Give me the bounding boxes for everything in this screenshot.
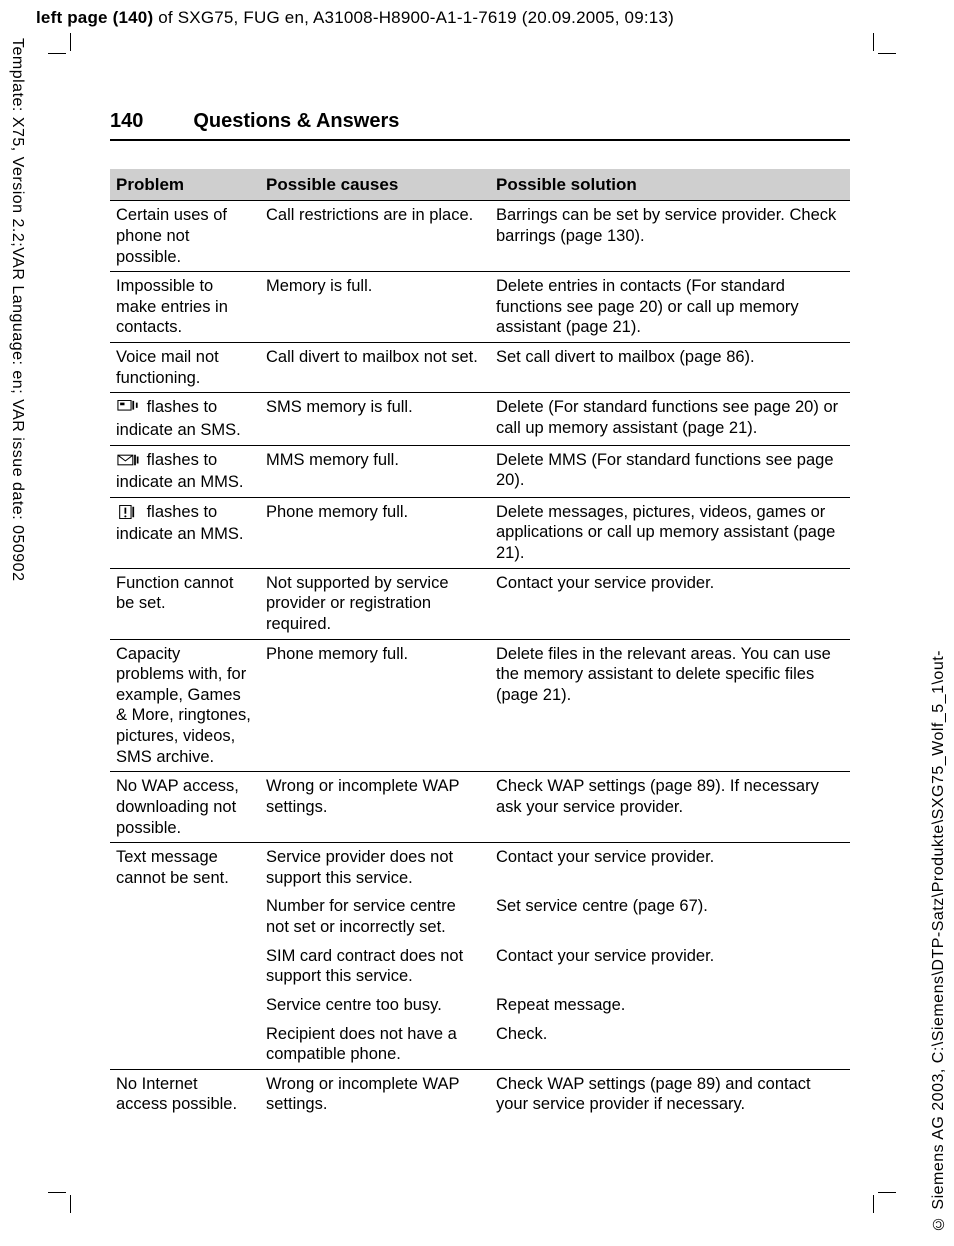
cell-solution: Delete entries in contacts (For standard… <box>490 272 850 343</box>
cell-problem <box>110 1020 260 1070</box>
table-row: flashes to indicate an SMS.SMS memory is… <box>110 393 850 445</box>
problem-text: Voice mail not functioning. <box>116 348 219 387</box>
crop-mark <box>878 53 896 54</box>
cell-problem: Impossible to make entries in contacts. <box>110 272 260 343</box>
table-row: Certain uses of phone not possible. Call … <box>110 201 850 272</box>
crop-mark <box>878 1192 896 1193</box>
cell-problem: Capacity problems with, for example, Gam… <box>110 639 260 772</box>
cell-problem: Certain uses of phone not possible. <box>110 201 260 272</box>
cell-problem: flashes to indicate an SMS. <box>110 393 260 445</box>
cell-problem: Function cannot be set. <box>110 568 260 639</box>
cell-problem <box>110 991 260 1020</box>
problem-text: Certain uses of phone not possible. <box>116 206 227 265</box>
cell-cause: Call divert to mailbox not set. <box>260 343 490 393</box>
problem-text: Function cannot be set. <box>116 574 233 613</box>
crop-mark <box>48 1192 66 1193</box>
cell-solution: Contact your service provider. <box>490 568 850 639</box>
cell-cause: Service centre too busy. <box>260 991 490 1020</box>
cell-cause: SMS memory is full. <box>260 393 490 445</box>
cell-cause: MMS memory full. <box>260 445 490 497</box>
cell-cause: Not supported by service provider or reg… <box>260 568 490 639</box>
cell-solution: Delete MMS (For standard functions see p… <box>490 445 850 497</box>
table-row: No WAP access, downloading not possible.… <box>110 772 850 843</box>
sms-icon <box>116 399 140 420</box>
cell-cause: Phone memory full. <box>260 497 490 568</box>
cell-problem: flashes to indicate an MMS. <box>110 445 260 497</box>
phone-memory-icon <box>116 504 140 525</box>
crop-mark <box>70 1195 71 1213</box>
cell-cause: Memory is full. <box>260 272 490 343</box>
cell-solution: Contact your service provider. <box>490 843 850 893</box>
cell-solution: Check. <box>490 1020 850 1070</box>
cell-problem: Voice mail not functioning. <box>110 343 260 393</box>
doc-header-bold: left page (140) <box>36 8 153 27</box>
cell-cause: Call restrictions are in place. <box>260 201 490 272</box>
doc-header-line: left page (140) of SXG75, FUG en, A31008… <box>36 8 674 28</box>
col-header-solution: Possible solution <box>490 169 850 201</box>
cell-solution: Repeat message. <box>490 991 850 1020</box>
table-row: Text message cannot be sent. Service prov… <box>110 843 850 893</box>
col-header-cause: Possible causes <box>260 169 490 201</box>
table-row: Capacity problems with, for example, Gam… <box>110 639 850 772</box>
right-margin-copyright: © Siemens AG 2003, C:\Siemens\DTP-Satz\P… <box>930 650 948 1232</box>
page-content: 140 Questions & Answers Problem Possible… <box>110 110 850 1119</box>
table-row: flashes to indicate an MMS.MMS memory fu… <box>110 445 850 497</box>
mms-icon <box>116 452 140 473</box>
doc-header-rest: of SXG75, FUG en, A31008-H8900-A1-1-7619… <box>153 8 674 27</box>
table-row: Impossible to make entries in contacts. M… <box>110 272 850 343</box>
cell-cause: Recipient does not have a compatible pho… <box>260 1020 490 1070</box>
cell-solution: Check WAP settings (page 89) and contact… <box>490 1069 850 1119</box>
problem-text: Impossible to make entries in contacts. <box>116 277 228 336</box>
crop-mark <box>48 53 66 54</box>
cell-problem <box>110 892 260 941</box>
cell-cause: Wrong or incomplete WAP settings. <box>260 1069 490 1119</box>
cell-problem <box>110 942 260 991</box>
problem-text: Text message cannot be sent. <box>116 848 229 887</box>
table-row: No Internet access possible. Wrong or inc… <box>110 1069 850 1119</box>
cell-cause: SIM card contract does not support this … <box>260 942 490 991</box>
page-title: Questions & Answers <box>193 110 399 133</box>
cell-solution: Check WAP settings (page 89). If necessa… <box>490 772 850 843</box>
table-row: Number for service centre not set or inc… <box>110 892 850 941</box>
table-row: Service centre too busy.Repeat message. <box>110 991 850 1020</box>
cell-solution: Delete files in the relevant areas. You … <box>490 639 850 772</box>
cell-problem: No Internet access possible. <box>110 1069 260 1119</box>
page-header: 140 Questions & Answers <box>110 110 850 141</box>
problem-text: No Internet access possible. <box>116 1075 237 1114</box>
table-header-row: Problem Possible causes Possible solutio… <box>110 169 850 201</box>
cell-cause: Wrong or incomplete WAP settings. <box>260 772 490 843</box>
table-row: SIM card contract does not support this … <box>110 942 850 991</box>
cell-solution: Set call divert to mailbox (page 86). <box>490 343 850 393</box>
cell-solution: Set service centre (page 67). <box>490 892 850 941</box>
col-header-problem: Problem <box>110 169 260 201</box>
cell-cause: Number for service centre not set or inc… <box>260 892 490 941</box>
problem-text: No WAP access, downloading not possible. <box>116 777 239 836</box>
cell-problem: Text message cannot be sent. <box>110 843 260 893</box>
table-row: Recipient does not have a compatible pho… <box>110 1020 850 1070</box>
table-row: Voice mail not functioning. Call divert t… <box>110 343 850 393</box>
cell-cause: Phone memory full. <box>260 639 490 772</box>
crop-mark <box>873 33 874 51</box>
table-row: Function cannot be set. Not supported by … <box>110 568 850 639</box>
qa-table: Problem Possible causes Possible solutio… <box>110 169 850 1119</box>
cell-solution: Barrings can be set by service provider.… <box>490 201 850 272</box>
cell-problem: No WAP access, downloading not possible. <box>110 772 260 843</box>
crop-mark <box>70 33 71 51</box>
cell-problem: flashes to indicate an MMS. <box>110 497 260 568</box>
cell-solution: Delete messages, pictures, videos, games… <box>490 497 850 568</box>
cell-cause: Service provider does not support this s… <box>260 843 490 893</box>
left-margin-template-info: Template: X75, Version 2.2;VAR Language:… <box>8 38 26 581</box>
table-row: flashes to indicate an MMS.Phone memory … <box>110 497 850 568</box>
crop-mark <box>873 1195 874 1213</box>
cell-solution: Delete (For standard functions see page … <box>490 393 850 445</box>
problem-text: Capacity problems with, for example, Gam… <box>116 645 251 766</box>
cell-solution: Contact your service provider. <box>490 942 850 991</box>
page-number: 140 <box>110 110 143 133</box>
